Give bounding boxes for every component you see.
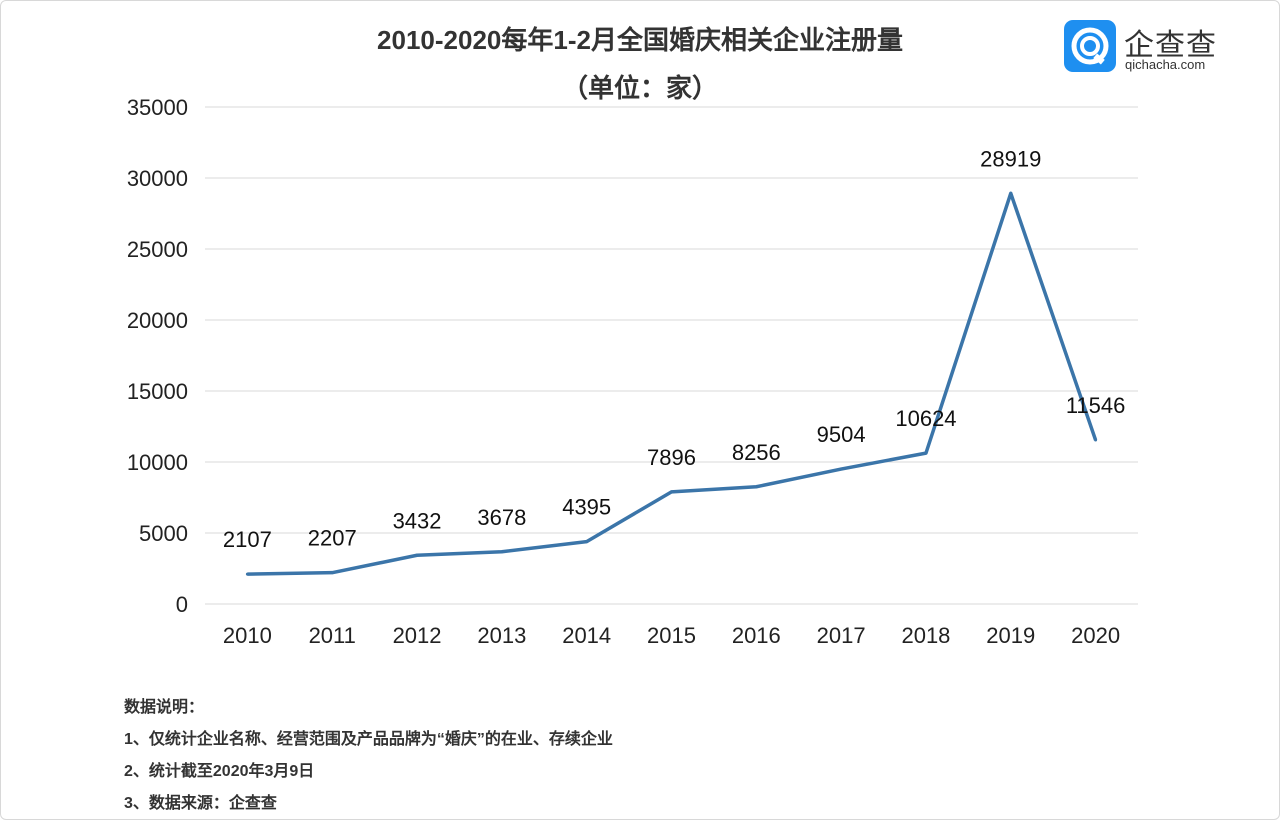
y-tick-label: 25000: [127, 237, 188, 262]
x-tick-label: 2014: [562, 623, 611, 648]
data-point: [500, 550, 504, 554]
data-label: 2107: [223, 527, 272, 552]
data-label: 2207: [308, 526, 357, 551]
x-tick-label: 2015: [647, 623, 696, 648]
chart-subtitle: （单位：家）: [561, 73, 718, 103]
qichacha-logo-icon: [1064, 20, 1116, 72]
qichacha-logo: 企查查 qichacha.com: [1064, 20, 1254, 74]
x-tick-label: 2011: [309, 623, 356, 648]
note-item: 1、仅统计企业名称、经营范围及产品品牌为“婚庆”的在业、存续企业: [124, 731, 613, 748]
data-label: 7896: [647, 445, 696, 470]
data-point: [1009, 191, 1013, 195]
data-point: [245, 572, 249, 576]
x-tick-label: 2020: [1071, 623, 1120, 648]
y-tick-label: 20000: [127, 308, 188, 333]
data-point: [839, 467, 843, 471]
y-tick-label: 0: [176, 592, 188, 617]
data-label: 8256: [732, 440, 781, 465]
y-tick-label: 5000: [139, 521, 188, 546]
data-point: [585, 540, 589, 544]
data-point: [330, 571, 334, 575]
x-tick-label: 2012: [393, 623, 442, 648]
data-label: 4395: [562, 495, 611, 520]
chart-title: 2010-2020每年1-2月全国婚庆相关企业注册量: [377, 25, 903, 55]
data-label: 11546: [1066, 393, 1126, 418]
data-label: 3432: [393, 508, 442, 533]
y-tick-label: 10000: [127, 450, 188, 475]
x-tick-label: 2010: [223, 623, 272, 648]
data-label: 10624: [895, 406, 956, 431]
note-item: 2、统计截至2020年3月9日: [124, 763, 315, 780]
x-tick-label: 2019: [986, 623, 1035, 648]
data-point: [1094, 438, 1098, 442]
x-tick-label: 2016: [732, 623, 781, 648]
data-notes: 数据说明： 1、仅统计企业名称、经营范围及产品品牌为“婚庆”的在业、存续企业 2…: [124, 692, 613, 820]
y-tick-label: 15000: [127, 379, 188, 404]
note-item: 3、数据来源：企查查: [124, 795, 277, 812]
data-point: [415, 553, 419, 557]
data-label: 3678: [477, 505, 526, 530]
logo-text-cn: 企查查: [1124, 29, 1217, 62]
data-point: [924, 451, 928, 455]
x-tick-label: 2018: [901, 623, 950, 648]
notes-heading: 数据说明：: [124, 699, 205, 716]
series-line: [247, 191, 1098, 576]
data-label: 28919: [980, 146, 1041, 171]
x-tick-label: 2013: [477, 623, 526, 648]
y-tick-label: 35000: [127, 95, 188, 120]
data-point: [670, 490, 673, 494]
data-point: [754, 485, 758, 489]
data-label: 9504: [817, 422, 866, 447]
y-tick-label: 30000: [127, 166, 188, 191]
x-tick-label: 2017: [817, 623, 866, 648]
logo-text-en: qichacha.com: [1125, 57, 1206, 72]
